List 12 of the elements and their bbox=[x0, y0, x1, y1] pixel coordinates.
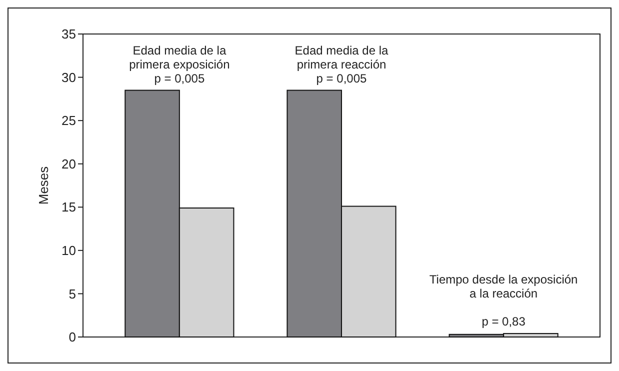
y-tick-label: 10 bbox=[62, 242, 76, 258]
y-tick-label: 5 bbox=[68, 286, 76, 302]
annotation: Edad media de la primera reacción p = 0,005 bbox=[294, 43, 389, 86]
y-axis-title: Meses bbox=[36, 166, 51, 205]
y-tick-label: 0 bbox=[68, 330, 76, 345]
y-tick-label: 35 bbox=[62, 26, 76, 42]
y-tick-label: 25 bbox=[62, 113, 76, 128]
y-tick-label: 30 bbox=[62, 70, 76, 85]
y-tick-label: 20 bbox=[62, 156, 76, 172]
annotation: Tiempo desde la exposición a la reacción p = 0,83 bbox=[429, 272, 578, 329]
annotation: Edad media de la primera exposición p = 0,005 bbox=[129, 43, 230, 86]
y-tick-label: 15 bbox=[62, 200, 76, 215]
